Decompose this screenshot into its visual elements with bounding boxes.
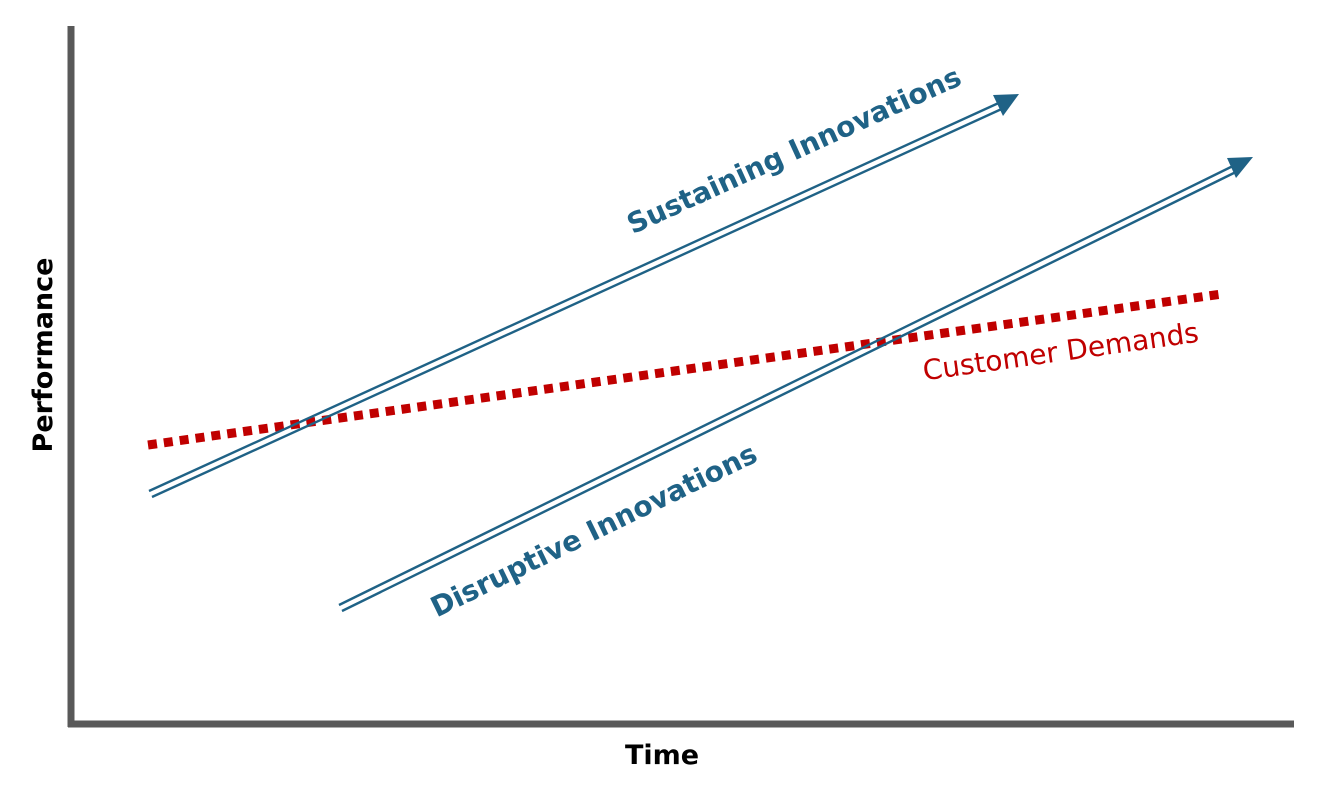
x-axis-title: Time <box>625 740 699 771</box>
sustaining-line-lower <box>151 105 1007 499</box>
disruptive-line-upper <box>338 162 1238 607</box>
sustaining-innovations-arrow <box>148 94 1019 499</box>
disruptive-arrowhead <box>1227 157 1253 178</box>
sustaining-innovations-label: Sustaining Innovations <box>622 60 966 241</box>
disruptive-innovations-arrow <box>338 157 1253 613</box>
sustaining-arrowhead <box>993 94 1019 116</box>
sustaining-line-upper <box>148 99 1004 493</box>
y-axis-title: Performance <box>28 258 59 453</box>
disruptive-line-lower <box>341 168 1241 613</box>
disruptive-innovations-label: Disruptive Innovations <box>425 437 762 624</box>
axes <box>67 26 1294 728</box>
customer-demands-line <box>147 289 1223 450</box>
